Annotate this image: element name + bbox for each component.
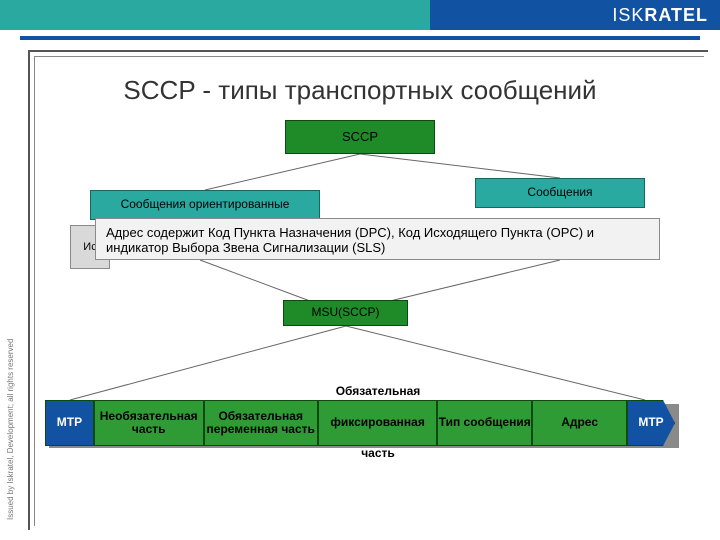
strip-seg-2: Обязательная переменная часть (204, 400, 318, 446)
strip-over-label: Обязательная (318, 384, 438, 398)
node-left: Сообщения ориентированные (90, 190, 320, 220)
strip-seg-4: Тип сообщения (437, 400, 532, 446)
strip-seg-6: MTP (627, 400, 675, 446)
strip-seg-0: MTP (45, 400, 94, 446)
node-right: Сообщения (475, 178, 645, 208)
strip-seg-3: фиксированная (318, 400, 437, 446)
strip-under-label: часть (318, 446, 438, 460)
node-root: SCCP (285, 120, 435, 154)
strip-seg-1: Необязательная часть (94, 400, 204, 446)
callout-note: Адрес содержит Код Пункта Назначения (DP… (95, 218, 660, 260)
msu-strip: MTPНеобязательная частьОбязательная пере… (45, 400, 675, 444)
node-msu: MSU(SCCP) (283, 300, 408, 326)
strip-seg-5: Адрес (532, 400, 627, 446)
callout-text: Адрес содержит Код Пункта Назначения (DP… (106, 225, 594, 255)
